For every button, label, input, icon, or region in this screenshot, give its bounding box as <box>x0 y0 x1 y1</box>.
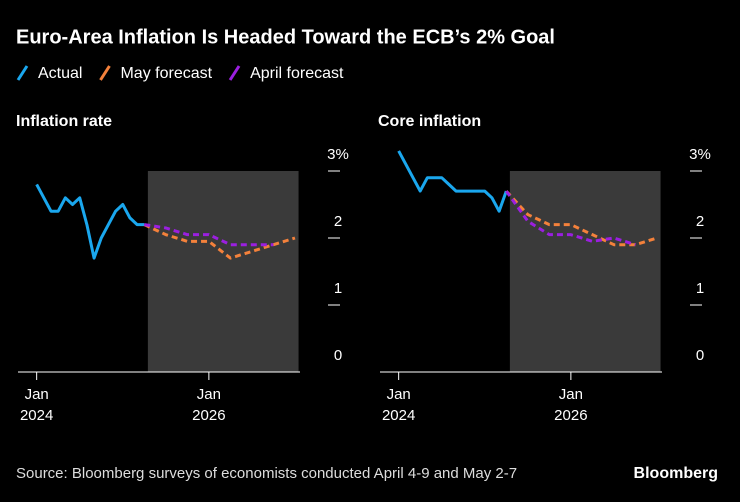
panel-title: Core inflation <box>378 113 481 130</box>
x-tick-label: 2024 <box>20 407 53 424</box>
x-tick-label: Jan <box>197 386 221 403</box>
forecast-shade <box>147 171 299 372</box>
series-line <box>505 190 658 247</box>
y-tick-label: 3% <box>327 146 349 163</box>
x-tick-label: 2026 <box>554 407 587 424</box>
legend-label: May forecast <box>120 65 212 82</box>
x-tick-label: Jan <box>559 386 583 403</box>
y-tick-label: 2 <box>334 213 342 230</box>
y-tick-label: 1 <box>696 280 704 297</box>
y-tick-label: 3% <box>689 146 711 163</box>
x-tick-label: Jan <box>387 386 411 403</box>
x-tick-label: Jan <box>25 386 49 403</box>
series-line <box>143 223 296 260</box>
series-line <box>35 183 145 260</box>
y-tick-label: 0 <box>334 347 342 364</box>
x-tick-label: 2026 <box>192 407 225 424</box>
legend-label: April forecast <box>250 65 344 82</box>
y-tick-label: 0 <box>696 347 704 364</box>
legend-label: Actual <box>38 65 82 82</box>
legend-swatch <box>16 65 29 81</box>
series-line <box>397 150 508 213</box>
series-line <box>505 190 636 247</box>
legend-swatch <box>99 65 111 81</box>
panel-title: Inflation rate <box>16 113 112 130</box>
y-tick-label: 1 <box>334 280 342 297</box>
chart-title: Euro-Area Inflation Is Headed Toward the… <box>16 26 555 48</box>
y-tick-label: 2 <box>696 213 704 230</box>
forecast-shade <box>509 171 661 372</box>
source: Source: Bloomberg surveys of economists … <box>16 465 517 482</box>
brand: Bloomberg <box>634 465 718 482</box>
x-tick-label: 2024 <box>382 407 415 424</box>
legend-swatch <box>228 65 241 81</box>
series-line <box>144 223 274 247</box>
